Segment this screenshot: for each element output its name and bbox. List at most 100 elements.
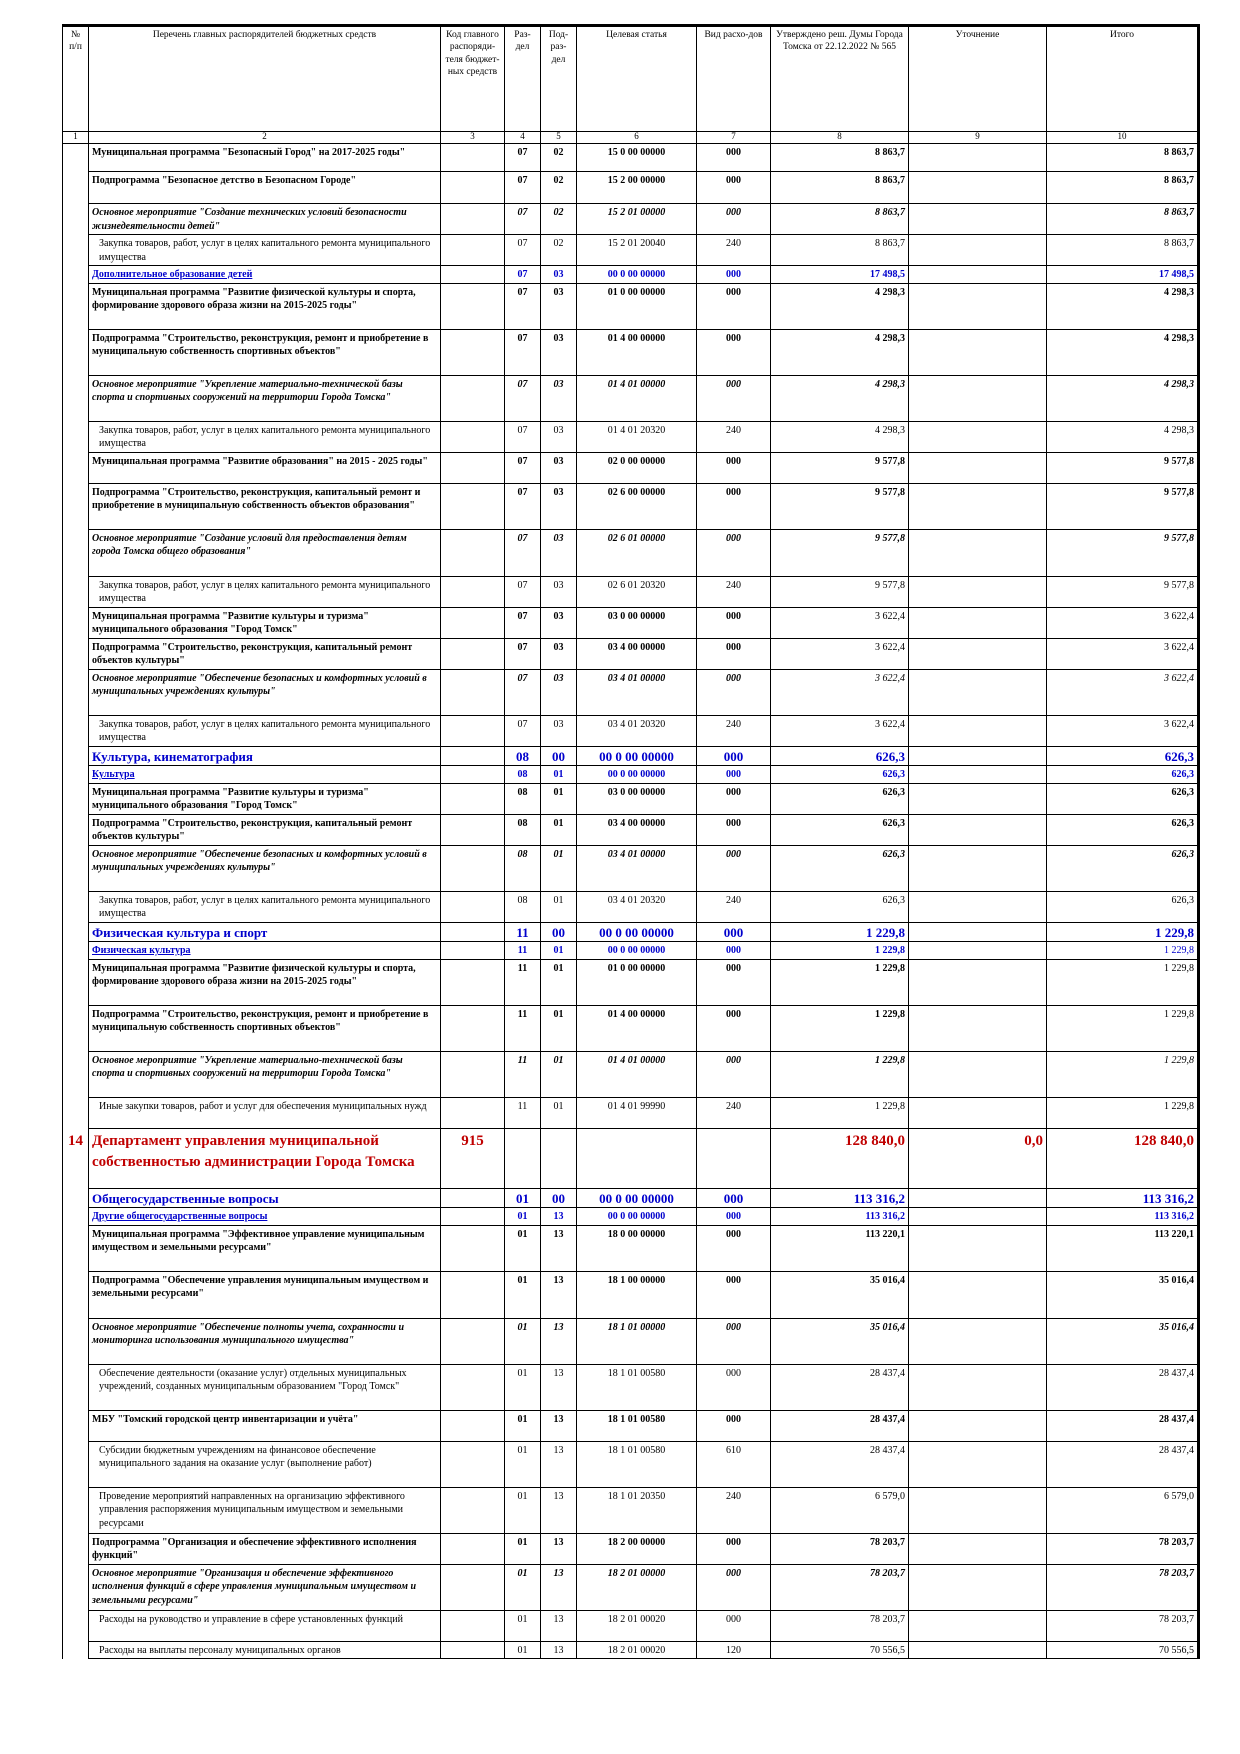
manager-code (440, 451, 505, 484)
total-amount: 4 298,3 (1046, 420, 1199, 453)
table-header-row: № п/п Перечень главных распорядителей бю… (62, 25, 1199, 132)
row-number (62, 813, 89, 846)
subsection-code: 01 (540, 844, 577, 892)
expense-type-code: 000 (696, 282, 771, 330)
clarification-amount (908, 171, 1047, 204)
row-number (62, 528, 89, 576)
approved-amount: 1 229,8 (770, 921, 909, 943)
expense-type-code: 000 (696, 1187, 771, 1209)
subsection-code: 13 (540, 1363, 577, 1411)
total-amount: 8 863,7 (1046, 171, 1199, 204)
expense-type-code: 000 (696, 328, 771, 376)
approved-amount: 4 298,3 (770, 282, 909, 330)
approved-amount: 626,3 (770, 890, 909, 923)
row-number (62, 844, 89, 892)
budget-item-name: Расходы на выплаты персоналу муниципальн… (88, 1640, 441, 1660)
expense-type-code: 240 (696, 714, 771, 747)
budget-item-name: Обеспечение деятельности (оказание услуг… (88, 1363, 441, 1411)
total-amount: 9 577,8 (1046, 451, 1199, 484)
table-row: МБУ "Томский городской центр инвентариза… (62, 1409, 1199, 1442)
manager-code (440, 1187, 505, 1209)
expense-type-code: 240 (696, 1486, 771, 1534)
budget-item-name: Культура (88, 765, 441, 784)
subsection-code: 03 (540, 451, 577, 484)
total-amount: 626,3 (1046, 844, 1199, 892)
manager-code (440, 813, 505, 846)
expense-type-code: 000 (696, 203, 771, 235)
subsection-code: 03 (540, 575, 577, 608)
clarification-amount (908, 1004, 1047, 1052)
clarification-amount (908, 1563, 1047, 1611)
row-number (62, 1224, 89, 1272)
budget-table-sheet: № п/п Перечень главных распорядителей бю… (62, 24, 1200, 1660)
table-row: Закупка товаров, работ, услуг в целях ка… (62, 420, 1199, 453)
clarification-amount (908, 374, 1047, 422)
section-code: 08 (504, 745, 541, 767)
budget-item-name: МБУ "Томский городской центр инвентариза… (88, 1409, 441, 1442)
subsection-code: 03 (540, 528, 577, 577)
manager-code (440, 328, 505, 376)
table-row: Расходы на выплаты персоналу муниципальн… (62, 1640, 1199, 1660)
total-amount: 17 498,5 (1046, 265, 1199, 284)
approved-amount: 6 579,0 (770, 1486, 909, 1534)
header-approved: Утверждено реш. Думы Города Томска от 22… (770, 25, 909, 132)
clarification-amount (908, 328, 1047, 376)
table-row: Подпрограмма "Строительство, реконструкц… (62, 482, 1199, 530)
budget-item-name: Подпрограмма "Безопасное детство в Безоп… (88, 171, 441, 204)
expense-type-code: 000 (696, 606, 771, 639)
expense-type-code: 000 (696, 265, 771, 284)
section-code: 11 (504, 1004, 541, 1052)
table-row: Подпрограмма "Строительство, реконструкц… (62, 637, 1199, 670)
approved-amount: 9 577,8 (770, 575, 909, 608)
target-item-code: 18 2 01 00000 (576, 1563, 697, 1611)
table-row: Закупка товаров, работ, услуг в целях ка… (62, 890, 1199, 923)
manager-code (440, 1609, 505, 1642)
total-amount: 8 863,7 (1046, 234, 1199, 266)
subsection-code: 13 (540, 1609, 577, 1642)
row-number (62, 1004, 89, 1052)
clarification-amount (908, 890, 1047, 923)
table-row: Иные закупки товаров, работ и услуг для … (62, 1096, 1199, 1129)
budget-item-name: Основное мероприятие "Обеспечение полнот… (88, 1317, 441, 1365)
manager-code (440, 420, 505, 453)
column-number: 4 (504, 131, 541, 144)
clarification-amount (908, 941, 1047, 960)
target-item-code: 01 4 00 00000 (576, 1004, 697, 1052)
table-row: Основное мероприятие "Укрепление материа… (62, 1050, 1199, 1098)
target-item-code: 18 0 00 00000 (576, 1224, 697, 1272)
table-row: Подпрограмма "Строительство, реконструкц… (62, 813, 1199, 846)
total-amount: 1 229,8 (1046, 958, 1199, 1006)
expense-type-code: 000 (696, 813, 771, 846)
manager-code (440, 1050, 505, 1098)
budget-item-name: Муниципальная программа "Развитие физиче… (88, 282, 441, 330)
manager-code (440, 1224, 505, 1272)
clarification-amount (908, 1440, 1047, 1488)
row-number (62, 420, 89, 452)
expense-type-code: 000 (696, 1409, 771, 1442)
approved-amount: 1 229,8 (770, 958, 909, 1006)
subsection-code: 00 (540, 921, 577, 943)
table-row: Физическая культура 11 01 00 0 00 00000 000 1… (62, 941, 1199, 960)
manager-code (440, 1532, 505, 1565)
expense-type-code: 000 (696, 1004, 771, 1052)
total-amount: 3 622,4 (1046, 606, 1199, 639)
total-amount: 113 316,2 (1046, 1187, 1199, 1209)
total-amount: 1 229,8 (1046, 1004, 1199, 1052)
expense-type-code: 000 (696, 1207, 771, 1226)
target-item-code: 15 2 01 20040 (576, 234, 697, 266)
row-number (62, 1640, 89, 1659)
target-item-code: 15 2 01 00000 (576, 203, 697, 235)
approved-amount: 113 316,2 (770, 1207, 909, 1226)
header-subsection: Под-раз-дел (540, 25, 577, 132)
section-code: 01 (504, 1532, 541, 1565)
table-row: Проведение мероприятий направленных на о… (62, 1486, 1199, 1534)
target-item-code: 01 4 01 99990 (576, 1096, 697, 1129)
expense-type-code: 240 (696, 890, 771, 923)
table-row: Муниципальная программа "Развитие физиче… (62, 282, 1199, 330)
clarification-amount (908, 1486, 1047, 1534)
manager-code (440, 143, 505, 172)
approved-amount: 8 863,7 (770, 234, 909, 266)
subsection-code: 03 (540, 420, 577, 453)
target-item-code: 00 0 00 00000 (576, 1207, 697, 1226)
row-number (62, 482, 89, 529)
